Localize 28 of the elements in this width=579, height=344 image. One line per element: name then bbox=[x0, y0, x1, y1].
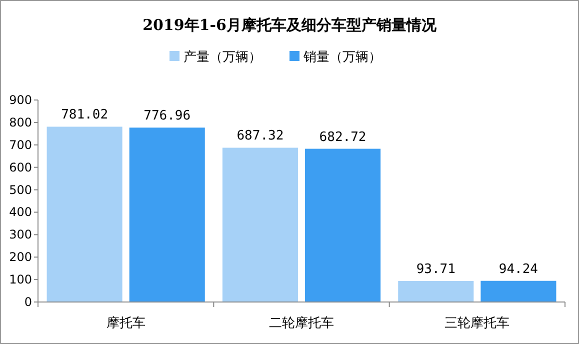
bar bbox=[398, 280, 474, 302]
y-tick-label: 900 bbox=[9, 93, 32, 107]
y-tick-label: 300 bbox=[9, 228, 32, 242]
data-label: 94.24 bbox=[498, 262, 538, 277]
y-tick-label: 500 bbox=[9, 182, 32, 197]
data-label: 781.02 bbox=[61, 108, 108, 123]
chart-title: 2019年1-6月摩托车及细分车型产销量情况 bbox=[142, 16, 438, 34]
y-tick-label: 0 bbox=[24, 295, 32, 309]
bar bbox=[129, 128, 205, 302]
y-tick-label: 200 bbox=[9, 250, 32, 264]
data-label: 687.32 bbox=[236, 128, 284, 144]
bar bbox=[46, 126, 122, 302]
y-tick-label: 100 bbox=[9, 272, 32, 287]
y-tick-label: 800 bbox=[9, 115, 32, 130]
data-label: 682.72 bbox=[319, 130, 366, 145]
bar bbox=[222, 148, 298, 302]
bar bbox=[480, 280, 556, 302]
x-tick-label: 三轮摩托车 bbox=[444, 316, 510, 331]
legend-label: 产量（万辆） bbox=[184, 50, 262, 65]
legend-label: 销量（万辆） bbox=[302, 50, 382, 65]
data-label: 776.96 bbox=[144, 108, 191, 124]
x-tick-label: 摩托车 bbox=[106, 316, 146, 331]
data-label: 93.71 bbox=[416, 262, 456, 277]
y-tick-label: 600 bbox=[9, 160, 32, 174]
x-tick-label: 二轮摩托车 bbox=[269, 316, 334, 331]
bar bbox=[305, 148, 381, 302]
y-tick-label: 700 bbox=[9, 138, 32, 152]
y-tick-label: 400 bbox=[9, 205, 32, 220]
